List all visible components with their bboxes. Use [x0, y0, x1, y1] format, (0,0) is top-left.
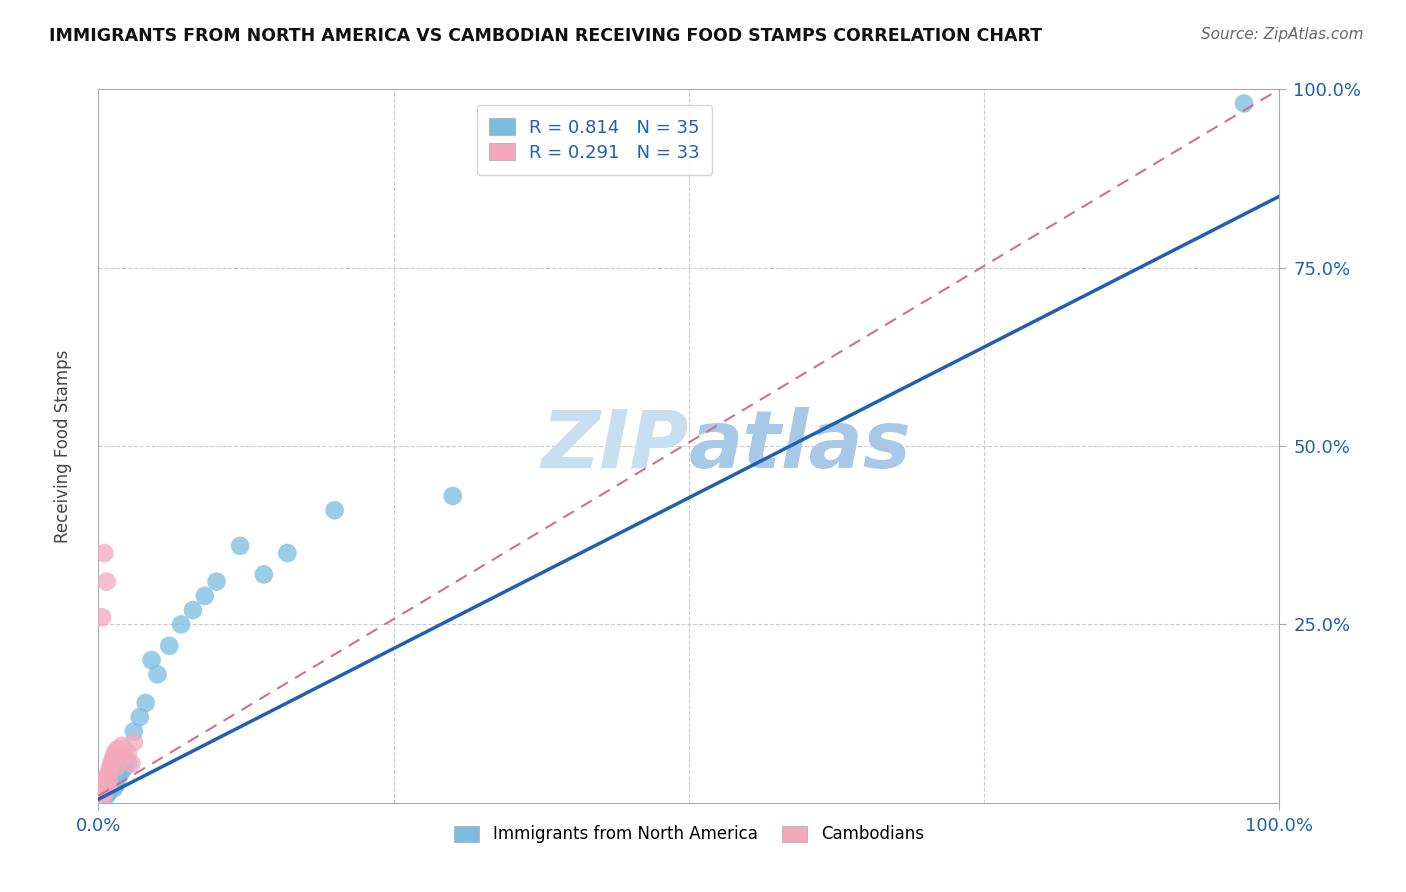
- Text: IMMIGRANTS FROM NORTH AMERICA VS CAMBODIAN RECEIVING FOOD STAMPS CORRELATION CHA: IMMIGRANTS FROM NORTH AMERICA VS CAMBODI…: [49, 27, 1042, 45]
- Point: [96, 789, 118, 803]
- Point: [122, 724, 145, 739]
- Point: [181, 603, 204, 617]
- Point: [146, 667, 169, 681]
- Point: [108, 767, 131, 781]
- Point: [98, 764, 121, 778]
- Point: [93, 785, 115, 799]
- Point: [101, 774, 124, 789]
- Point: [111, 739, 134, 753]
- Point: [90, 792, 112, 806]
- Point: [98, 785, 121, 799]
- Point: [121, 756, 143, 771]
- Point: [103, 781, 125, 796]
- Point: [101, 753, 124, 767]
- Point: [170, 617, 193, 632]
- Point: [112, 749, 135, 764]
- Point: [111, 764, 134, 778]
- Point: [91, 789, 114, 803]
- Point: [157, 639, 180, 653]
- Point: [91, 789, 114, 803]
- Point: [100, 778, 122, 792]
- Point: [97, 778, 120, 792]
- Point: [98, 760, 121, 774]
- Point: [97, 767, 120, 781]
- Point: [94, 774, 117, 789]
- Point: [104, 746, 127, 760]
- Point: [96, 780, 118, 794]
- Text: Source: ZipAtlas.com: Source: ZipAtlas.com: [1201, 27, 1364, 42]
- Point: [108, 753, 131, 767]
- Point: [105, 778, 128, 792]
- Point: [103, 749, 125, 764]
- Point: [128, 710, 150, 724]
- Point: [91, 785, 114, 799]
- Point: [141, 653, 163, 667]
- Point: [91, 781, 114, 796]
- Point: [323, 503, 346, 517]
- Text: atlas: atlas: [689, 407, 911, 485]
- Point: [1233, 96, 1256, 111]
- Point: [253, 567, 276, 582]
- Point: [194, 589, 217, 603]
- Point: [90, 787, 112, 801]
- Point: [91, 610, 114, 624]
- Point: [105, 760, 128, 774]
- Point: [90, 790, 112, 805]
- Point: [96, 574, 118, 589]
- Point: [135, 696, 157, 710]
- Point: [91, 790, 114, 805]
- Point: [117, 756, 139, 771]
- Point: [122, 735, 145, 749]
- Point: [105, 742, 128, 756]
- Point: [98, 774, 121, 789]
- Legend: Immigrants from North America, Cambodians: Immigrants from North America, Cambodian…: [446, 817, 932, 852]
- Point: [98, 781, 121, 796]
- Point: [93, 546, 115, 560]
- Point: [441, 489, 464, 503]
- Point: [97, 783, 120, 797]
- Point: [229, 539, 252, 553]
- Point: [205, 574, 228, 589]
- Point: [93, 787, 115, 801]
- Point: [93, 778, 115, 792]
- Point: [100, 756, 122, 771]
- Point: [94, 785, 117, 799]
- Point: [96, 771, 118, 785]
- Point: [94, 783, 117, 797]
- Point: [117, 746, 139, 760]
- Point: [276, 546, 298, 560]
- Text: ZIP: ZIP: [541, 407, 689, 485]
- Point: [91, 789, 114, 803]
- Point: [104, 771, 127, 785]
- Point: [89, 792, 111, 806]
- Text: Receiving Food Stamps: Receiving Food Stamps: [55, 350, 72, 542]
- Point: [112, 760, 135, 774]
- Point: [105, 774, 128, 789]
